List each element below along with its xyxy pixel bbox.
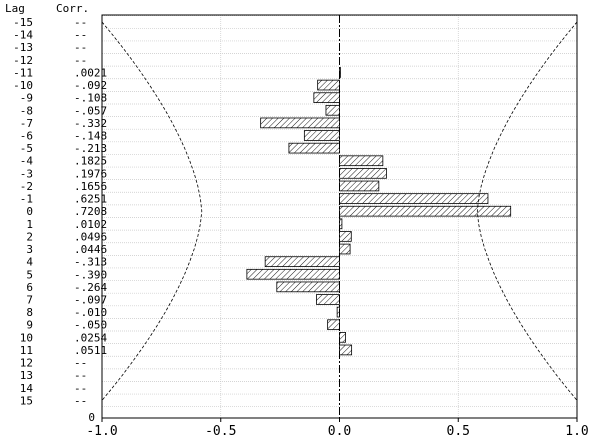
lag-label: -5 <box>20 142 33 155</box>
x-tick-label: -1.0 <box>86 424 117 438</box>
corr-label: -.332 <box>74 117 107 130</box>
corr-label: -.057 <box>74 104 107 117</box>
bars <box>246 67 512 356</box>
corr-label: -- <box>74 369 87 382</box>
corr-label: .1656 <box>74 180 107 193</box>
lag-column-header: Lag <box>5 2 25 15</box>
lag-label: 5 <box>26 268 33 281</box>
bar <box>339 332 346 343</box>
bar <box>264 256 340 267</box>
corr-label: -.092 <box>74 79 107 92</box>
bar <box>339 180 380 192</box>
corr-label: .0496 <box>74 230 107 243</box>
lag-label: -15 <box>13 16 33 29</box>
lag-label: 12 <box>20 357 33 370</box>
lag-label: 14 <box>20 382 34 395</box>
corr-label: .0254 <box>74 331 107 344</box>
x-axis-ticks: -1.0 -0.5 0.0 0.5 1.0 <box>86 418 589 438</box>
bar <box>317 79 340 91</box>
corr-label: -- <box>74 16 87 29</box>
corr-label: -.313 <box>74 256 107 269</box>
lag-label: 3 <box>26 243 33 256</box>
bar <box>316 294 340 305</box>
lag-label: 2 <box>26 230 33 243</box>
lag-label: 1 <box>26 218 33 231</box>
lag-label: -4 <box>20 155 34 168</box>
bar <box>339 218 343 230</box>
lag-label: -2 <box>20 180 33 193</box>
corr-label: -- <box>74 54 87 67</box>
bar <box>246 268 340 280</box>
corr-label: -.213 <box>74 142 107 155</box>
corr-label: -.148 <box>74 130 107 143</box>
lag-label: -10 <box>13 79 33 92</box>
corr-label: -.010 <box>74 306 107 319</box>
bar <box>339 231 352 242</box>
corr-label: .0021 <box>74 66 107 79</box>
lag-label: -3 <box>20 167 33 180</box>
bar <box>339 205 512 217</box>
corr-label: -- <box>74 382 87 395</box>
corr-label: .0511 <box>74 344 107 357</box>
corr-label: .6251 <box>74 193 107 206</box>
bar <box>339 155 384 167</box>
lag-label: 4 <box>26 256 33 269</box>
lag-label: -6 <box>20 130 33 143</box>
bar <box>327 319 340 331</box>
x-tick-label: 0.5 <box>447 424 470 438</box>
x-tick-label: -0.5 <box>205 424 236 438</box>
lag-label: -13 <box>13 41 33 54</box>
lag-label: 13 <box>20 369 33 382</box>
corr-label: .1976 <box>74 167 107 180</box>
bar <box>339 344 353 356</box>
lag-label: 10 <box>20 331 33 344</box>
lag-label: 6 <box>26 281 33 294</box>
bar <box>313 92 340 103</box>
x-tick-label: 1.0 <box>565 424 588 438</box>
lag-label: 7 <box>26 293 33 306</box>
corr-label: .1825 <box>74 155 107 168</box>
row-labels: -15 ---14 ---13 ---12 ---11.0021-10 -.092-9 -.… <box>13 16 107 407</box>
bar <box>325 104 340 116</box>
corr-label: -.097 <box>74 293 107 306</box>
corr-label: -.264 <box>74 281 107 294</box>
lag-label: 15 <box>20 394 33 407</box>
corr-label: -.390 <box>74 268 107 281</box>
bar <box>339 243 351 255</box>
lag-label: -7 <box>20 117 33 130</box>
corr-label: -- <box>74 394 87 407</box>
lower-confidence-limit <box>101 21 203 401</box>
bar <box>303 130 340 141</box>
x-tick-label: 0.0 <box>328 424 351 438</box>
lag-label: -14 <box>13 29 33 42</box>
corr-label: -.108 <box>74 92 107 105</box>
baseline-label: 0 <box>88 411 95 424</box>
corr-label: .0102 <box>74 218 107 231</box>
corr-label: -- <box>74 357 87 370</box>
corr-label: .0446 <box>74 243 107 256</box>
corr-label: .7208 <box>74 205 107 218</box>
lag-label: -11 <box>13 66 33 79</box>
lag-label: -12 <box>13 54 33 67</box>
bar <box>260 117 340 129</box>
bar <box>288 142 340 154</box>
lag-label: 8 <box>26 306 33 319</box>
lag-label: 9 <box>26 319 33 332</box>
bar <box>339 193 489 204</box>
lag-label: -1 <box>20 193 33 206</box>
corr-label: -- <box>74 29 87 42</box>
corr-label: -.050 <box>74 319 107 332</box>
bar <box>276 281 340 293</box>
bar <box>339 168 387 179</box>
lag-label: -8 <box>20 104 33 117</box>
corr-label: -- <box>74 41 87 54</box>
lag-label: -9 <box>20 92 33 105</box>
corr-column-header: Corr. <box>56 2 89 15</box>
lag-label: 0 <box>26 205 33 218</box>
lag-label: 11 <box>20 344 33 357</box>
